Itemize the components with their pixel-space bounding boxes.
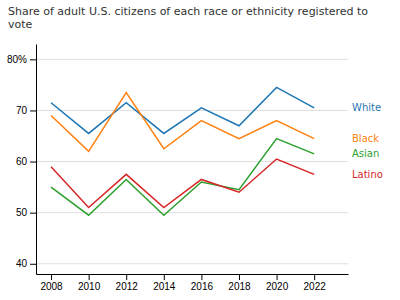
series-label: Black bbox=[352, 133, 379, 144]
grid-line bbox=[36, 263, 348, 264]
series-line bbox=[51, 159, 314, 208]
x-tick: 2022 bbox=[304, 274, 327, 292]
y-tick-mark bbox=[30, 110, 36, 111]
y-tick: 80% bbox=[7, 54, 36, 65]
x-tick-mark bbox=[51, 274, 52, 280]
x-tick-mark bbox=[201, 274, 202, 280]
x-tick-mark bbox=[314, 274, 315, 280]
series-label: Latino bbox=[352, 169, 383, 180]
x-tick: 2010 bbox=[78, 274, 101, 292]
plot: 2008 2010 2012 2014 2016 2018 2020 2022 40 50 60 70… bbox=[7, 45, 383, 293]
series-labels: White Black Asian Latino bbox=[352, 102, 383, 179]
x-tick-mark bbox=[277, 274, 278, 280]
x-tick-label: 2008 bbox=[40, 281, 63, 292]
y-tick-mark bbox=[30, 264, 36, 265]
grid-line bbox=[36, 161, 348, 162]
y-tick-mark bbox=[30, 213, 36, 214]
series-label: White bbox=[352, 102, 381, 113]
y-tick: 70 bbox=[16, 105, 36, 116]
y-tick: 50 bbox=[16, 207, 36, 218]
x-axis-line bbox=[37, 274, 349, 275]
x-tick-label: 2022 bbox=[304, 281, 327, 292]
y-tick-label: 80% bbox=[7, 54, 27, 65]
x-tick-label: 2016 bbox=[191, 281, 214, 292]
lines bbox=[51, 87, 314, 215]
x-tick-label: 2018 bbox=[228, 281, 251, 292]
x-tick-mark bbox=[126, 274, 127, 280]
y-tick-label: 60 bbox=[16, 156, 28, 167]
y-axis-line bbox=[36, 45, 37, 275]
series-label: Asian bbox=[352, 148, 379, 159]
x-tick: 2020 bbox=[266, 274, 289, 292]
y-tick-label: 40 bbox=[16, 258, 28, 269]
x-tick: 2008 bbox=[40, 274, 63, 292]
y-tick-label: 70 bbox=[16, 105, 28, 116]
x-tick: 2012 bbox=[116, 274, 139, 292]
x-tick-mark bbox=[239, 274, 240, 280]
x-tick: 2016 bbox=[191, 274, 214, 292]
y-tick-label: 50 bbox=[16, 207, 28, 218]
series-line bbox=[51, 93, 314, 152]
series-line bbox=[51, 87, 314, 133]
x-tick-label: 2020 bbox=[266, 281, 289, 292]
title: Share of adult U.S. citizens of each rac… bbox=[8, 5, 368, 31]
x-tick-label: 2010 bbox=[78, 281, 101, 292]
grid bbox=[36, 59, 348, 263]
x-tick-label: 2012 bbox=[116, 281, 139, 292]
x-tick-mark bbox=[164, 274, 165, 280]
x-tick-label: 2014 bbox=[153, 281, 176, 292]
grid-line bbox=[36, 110, 348, 111]
y-tick-mark bbox=[30, 59, 36, 60]
y-tick-mark bbox=[30, 162, 36, 163]
grid-line bbox=[36, 59, 348, 60]
x-tick-mark bbox=[89, 274, 90, 280]
y-tick: 60 bbox=[16, 156, 36, 167]
series-line bbox=[51, 139, 314, 216]
x-axis: 2008 2010 2012 2014 2016 2018 2020 2022 bbox=[37, 274, 349, 292]
x-tick: 2014 bbox=[153, 274, 176, 292]
x-tick: 2018 bbox=[228, 274, 251, 292]
grid-line bbox=[36, 212, 348, 213]
y-axis: 40 50 60 70 80% bbox=[7, 45, 37, 275]
chart: Share of adult U.S. citizens of each rac… bbox=[0, 0, 400, 300]
y-tick: 40 bbox=[16, 258, 36, 269]
